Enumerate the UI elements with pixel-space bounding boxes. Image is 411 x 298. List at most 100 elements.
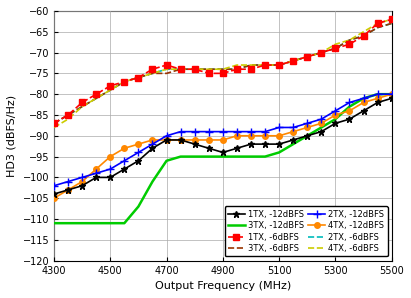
2TX, -6dBFS: [150, 72, 155, 75]
3TX, -12dBFS: [66, 221, 71, 225]
4TX, -6dBFS: [389, 18, 394, 21]
3TX, -6dBFS: [375, 26, 380, 30]
3TX, -6dBFS: [51, 122, 56, 125]
3TX, -12dBFS: [178, 155, 183, 159]
1TX, -12dBFS: [234, 147, 239, 150]
2TX, -6dBFS: [277, 63, 282, 67]
2TX, -12dBFS: [108, 167, 113, 171]
1TX, -6dBFS: [66, 113, 71, 117]
4TX, -6dBFS: [51, 126, 56, 129]
3TX, -12dBFS: [277, 151, 282, 154]
1TX, -12dBFS: [178, 138, 183, 142]
3TX, -12dBFS: [94, 221, 99, 225]
1TX, -6dBFS: [347, 42, 352, 46]
1TX, -6dBFS: [150, 67, 155, 71]
3TX, -12dBFS: [319, 126, 324, 129]
2TX, -6dBFS: [94, 97, 99, 100]
Line: 3TX, -12dBFS: 3TX, -12dBFS: [54, 94, 392, 223]
Line: 1TX, -6dBFS: 1TX, -6dBFS: [51, 16, 395, 126]
3TX, -12dBFS: [108, 221, 113, 225]
X-axis label: Output Frequency (MHz): Output Frequency (MHz): [155, 281, 291, 291]
2TX, -12dBFS: [263, 130, 268, 134]
Line: 2TX, -12dBFS: 2TX, -12dBFS: [50, 90, 396, 190]
4TX, -12dBFS: [234, 134, 239, 138]
1TX, -6dBFS: [94, 92, 99, 96]
2TX, -6dBFS: [220, 67, 225, 71]
1TX, -12dBFS: [206, 147, 211, 150]
4TX, -6dBFS: [136, 76, 141, 79]
2TX, -6dBFS: [66, 113, 71, 117]
4TX, -6dBFS: [108, 88, 113, 92]
2TX, -12dBFS: [164, 134, 169, 138]
1TX, -12dBFS: [80, 184, 85, 187]
1TX, -6dBFS: [80, 101, 85, 104]
4TX, -6dBFS: [192, 67, 197, 71]
2TX, -12dBFS: [94, 171, 99, 175]
1TX, -6dBFS: [263, 63, 268, 67]
4TX, -6dBFS: [333, 42, 338, 46]
4TX, -6dBFS: [206, 67, 211, 71]
3TX, -12dBFS: [263, 155, 268, 159]
2TX, -6dBFS: [122, 80, 127, 83]
1TX, -12dBFS: [361, 109, 366, 113]
1TX, -6dBFS: [122, 80, 127, 83]
2TX, -12dBFS: [305, 122, 310, 125]
4TX, -6dBFS: [305, 55, 310, 58]
4TX, -12dBFS: [80, 180, 85, 183]
3TX, -6dBFS: [108, 88, 113, 92]
3TX, -12dBFS: [389, 92, 394, 96]
3TX, -12dBFS: [234, 155, 239, 159]
1TX, -12dBFS: [150, 147, 155, 150]
1TX, -12dBFS: [94, 176, 99, 179]
4TX, -12dBFS: [164, 138, 169, 142]
3TX, -6dBFS: [164, 72, 169, 75]
1TX, -6dBFS: [361, 34, 366, 38]
3TX, -12dBFS: [80, 221, 85, 225]
4TX, -12dBFS: [319, 122, 324, 125]
3TX, -6dBFS: [206, 67, 211, 71]
2TX, -12dBFS: [361, 97, 366, 100]
2TX, -6dBFS: [305, 55, 310, 58]
4TX, -12dBFS: [150, 138, 155, 142]
4TX, -12dBFS: [333, 113, 338, 117]
4TX, -6dBFS: [150, 72, 155, 75]
1TX, -12dBFS: [347, 117, 352, 121]
3TX, -12dBFS: [136, 205, 141, 208]
4TX, -6dBFS: [66, 117, 71, 121]
1TX, -6dBFS: [249, 67, 254, 71]
2TX, -12dBFS: [319, 117, 324, 121]
1TX, -6dBFS: [206, 72, 211, 75]
1TX, -6dBFS: [389, 18, 394, 21]
2TX, -6dBFS: [263, 63, 268, 67]
2TX, -6dBFS: [136, 76, 141, 79]
3TX, -12dBFS: [206, 155, 211, 159]
4TX, -12dBFS: [375, 97, 380, 100]
1TX, -6dBFS: [220, 72, 225, 75]
1TX, -6dBFS: [305, 55, 310, 58]
4TX, -12dBFS: [108, 155, 113, 159]
2TX, -12dBFS: [178, 130, 183, 134]
2TX, -6dBFS: [319, 51, 324, 54]
3TX, -6dBFS: [389, 22, 394, 25]
2TX, -6dBFS: [333, 46, 338, 50]
4TX, -12dBFS: [192, 138, 197, 142]
3TX, -6dBFS: [178, 67, 183, 71]
2TX, -6dBFS: [51, 122, 56, 125]
2TX, -6dBFS: [108, 88, 113, 92]
4TX, -12dBFS: [347, 109, 352, 113]
2TX, -6dBFS: [234, 67, 239, 71]
1TX, -6dBFS: [108, 84, 113, 88]
3TX, -6dBFS: [94, 97, 99, 100]
2TX, -12dBFS: [136, 151, 141, 154]
4TX, -12dBFS: [178, 138, 183, 142]
3TX, -6dBFS: [80, 105, 85, 108]
2TX, -6dBFS: [80, 105, 85, 108]
1TX, -12dBFS: [249, 142, 254, 146]
4TX, -6dBFS: [164, 67, 169, 71]
3TX, -12dBFS: [150, 180, 155, 183]
4TX, -6dBFS: [375, 22, 380, 25]
2TX, -12dBFS: [249, 130, 254, 134]
1TX, -12dBFS: [192, 142, 197, 146]
3TX, -6dBFS: [305, 55, 310, 58]
2TX, -12dBFS: [66, 180, 71, 183]
